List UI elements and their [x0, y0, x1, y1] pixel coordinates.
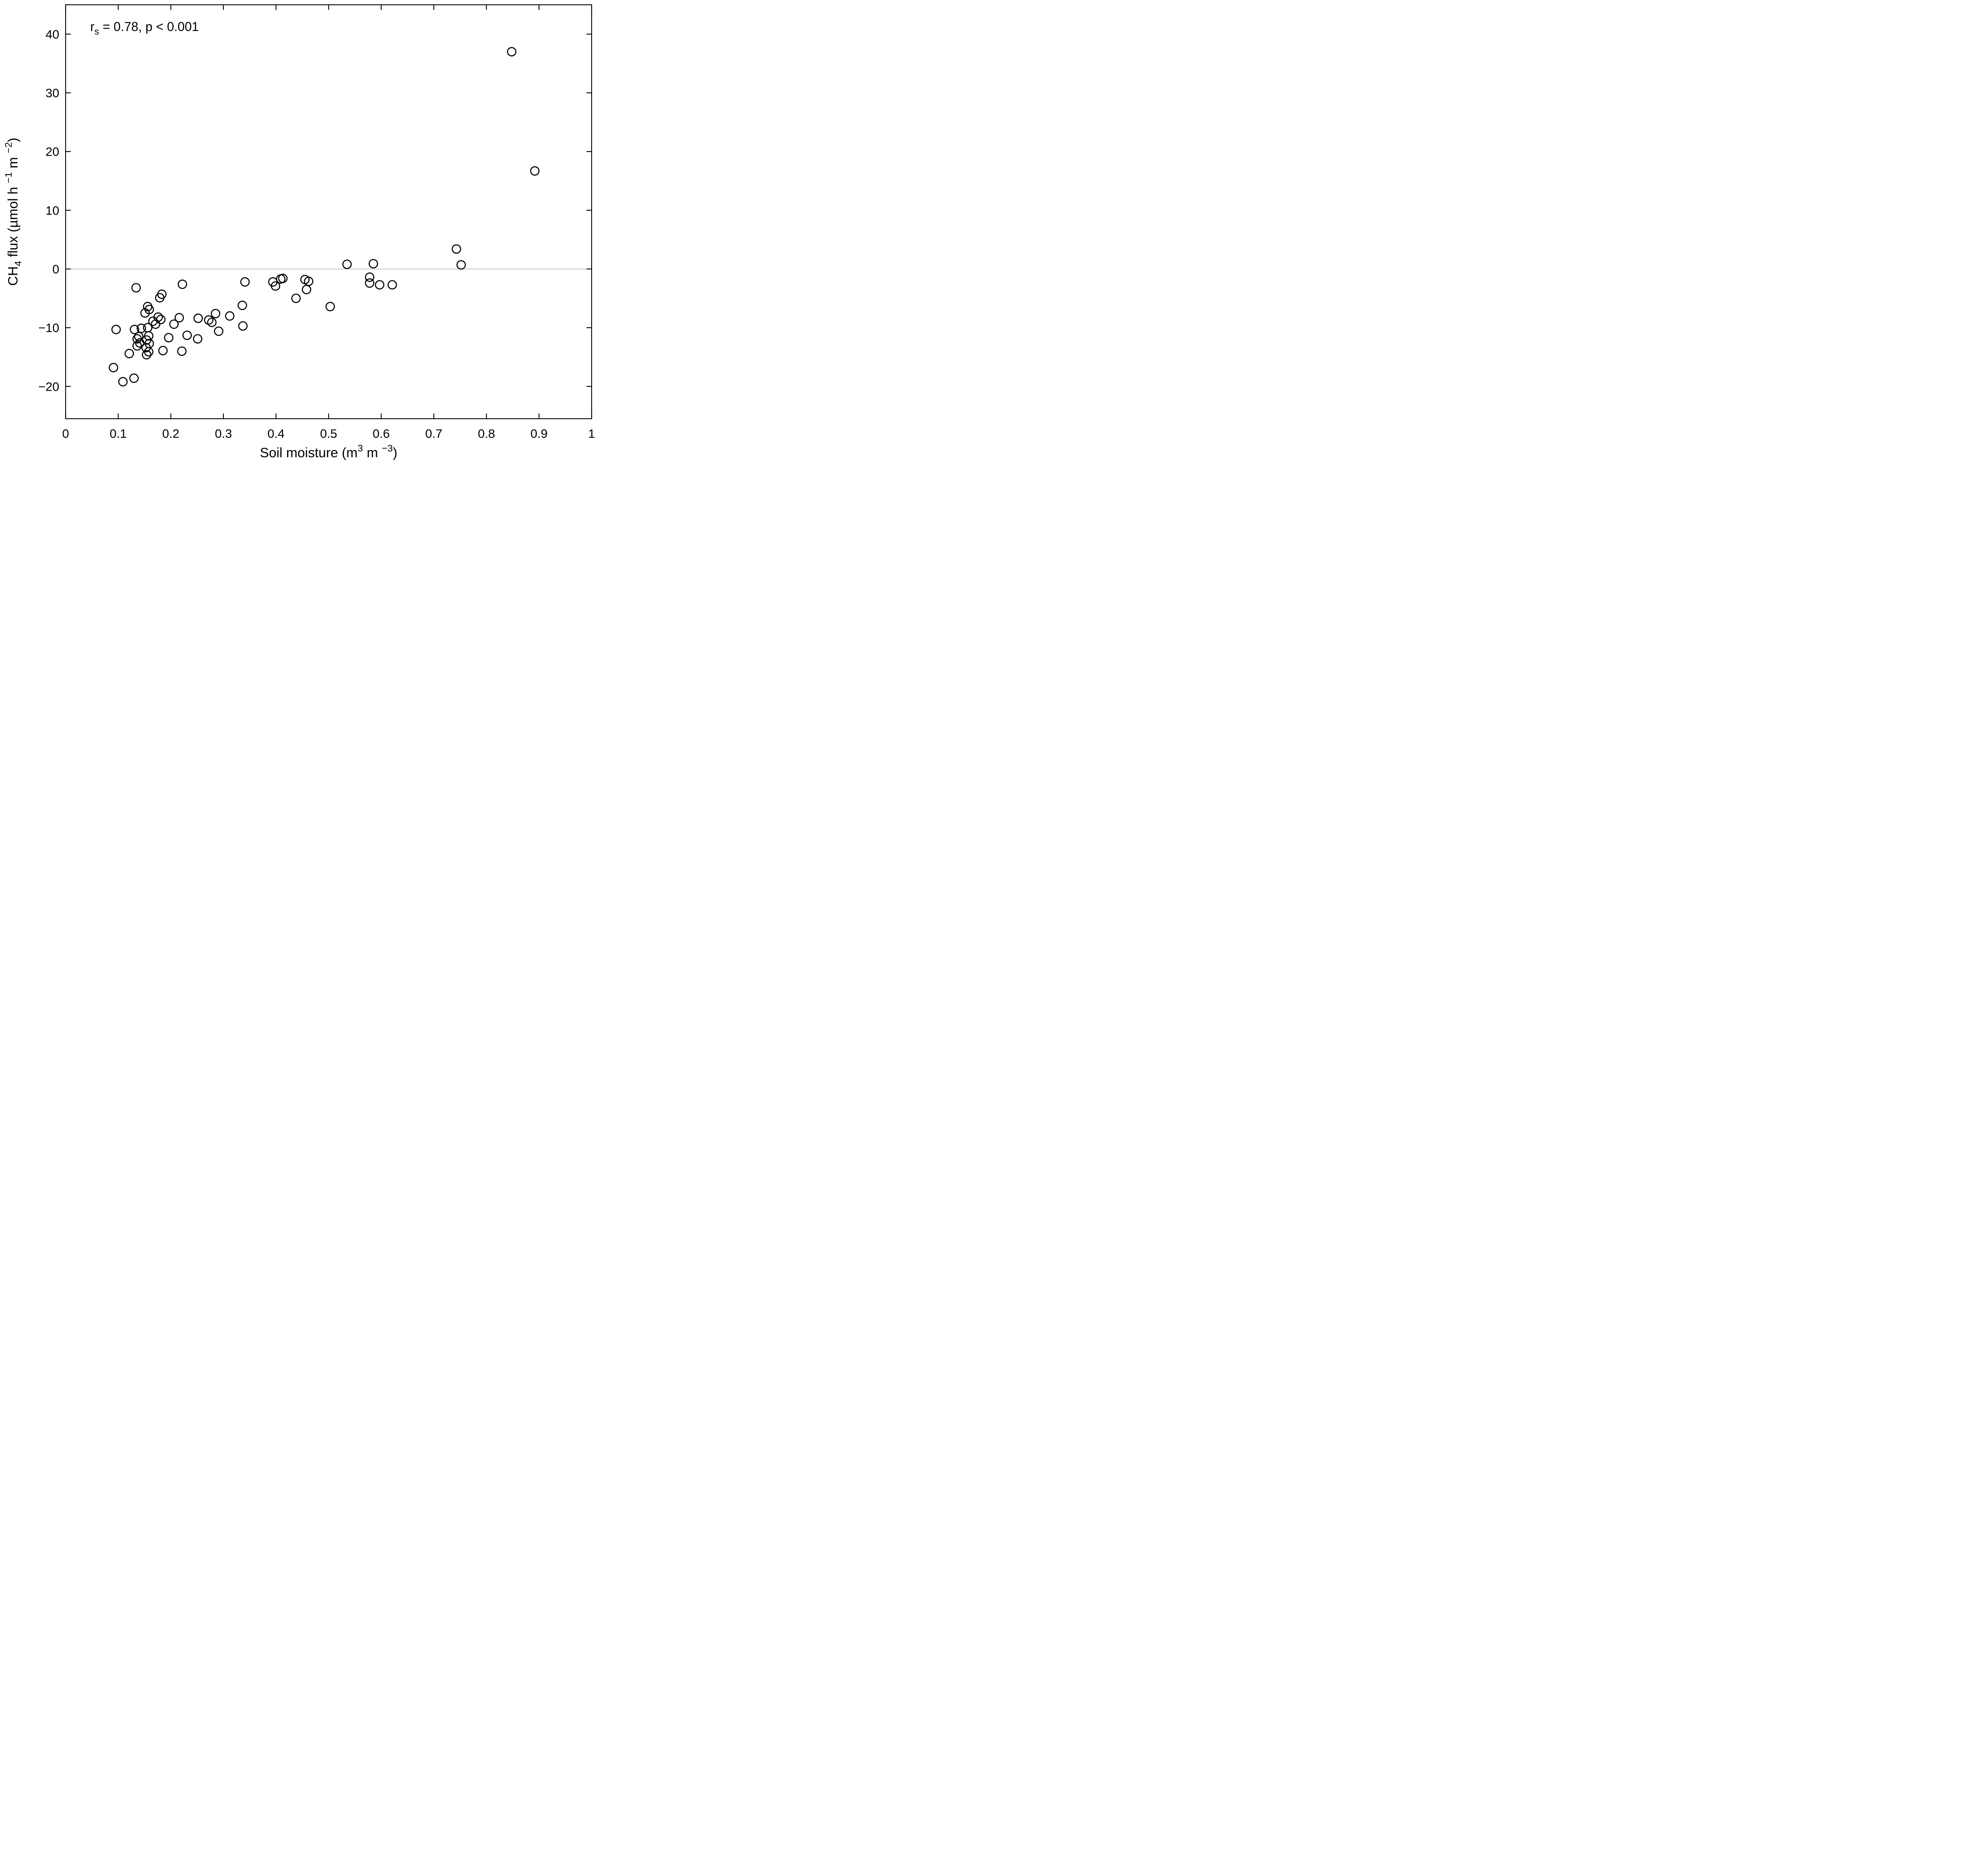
data-point — [211, 309, 220, 318]
data-point — [365, 272, 375, 282]
data-point — [144, 347, 153, 357]
data-point — [109, 363, 118, 373]
tick-labels-group: 0 0.1 0.2 0.3 0.4 0.5 0.6 0.7 0.8 0.9 1 −20 −10 0 10 20… — [38, 27, 595, 441]
annotation: rs = 0.78, p < 0.001 — [90, 19, 199, 37]
data-point — [158, 346, 168, 355]
x-tick-label: 1 — [588, 427, 594, 441]
data-point — [291, 293, 301, 303]
data-point — [342, 259, 352, 269]
chart: 0 0.1 0.2 0.3 0.4 0.5 0.6 0.7 0.8 0.9 1 −20 −10 0 10 20… — [4, 4, 595, 460]
data-point — [302, 285, 311, 294]
data-point — [164, 333, 174, 343]
x-axis-label: Soil moisture (m3 m −3) — [260, 443, 398, 460]
data-point — [182, 330, 192, 340]
x-tick-label: 0.8 — [478, 427, 495, 441]
data-point — [325, 302, 335, 311]
data-point — [155, 293, 165, 303]
y-tick-label: −10 — [38, 321, 59, 335]
data-point — [507, 47, 516, 56]
data-point — [118, 377, 128, 386]
data-point — [148, 317, 158, 326]
x-tick-label: 0.5 — [320, 427, 337, 441]
data-point — [271, 281, 280, 291]
y-axis-label: CH4 flux (µmol h −1 m −2) — [4, 138, 24, 285]
data-point — [204, 315, 214, 325]
data-point — [238, 321, 248, 331]
data-point — [130, 324, 140, 334]
data-point — [177, 346, 187, 356]
y-tick-label: −20 — [38, 380, 59, 394]
data-point — [225, 311, 235, 321]
x-tick-label: 0.4 — [268, 427, 285, 441]
figure: 0 0.1 0.2 0.3 0.4 0.5 0.6 0.7 0.8 0.9 1 −20 −10 0 10 20… — [0, 0, 595, 468]
x-tick-label: 0.1 — [110, 427, 127, 441]
data-point — [278, 274, 288, 283]
data-point — [214, 326, 223, 336]
data-point — [132, 341, 142, 351]
data-point — [207, 317, 217, 327]
y-tick-label: 40 — [46, 27, 59, 41]
data-point — [193, 313, 203, 323]
y-tick-label: 10 — [46, 204, 59, 218]
data-point — [530, 166, 540, 176]
data-point — [237, 301, 247, 310]
axes-box — [65, 4, 592, 419]
x-tick-label: 0.6 — [373, 427, 390, 441]
x-tick-label: 0.3 — [215, 427, 232, 441]
data-point — [142, 350, 151, 359]
data-point — [156, 315, 166, 324]
data-point — [387, 280, 397, 290]
data-point — [456, 260, 466, 270]
data-point — [131, 283, 141, 293]
x-tick-label: 0 — [62, 427, 69, 441]
data-point — [129, 373, 139, 383]
data-point — [369, 259, 378, 269]
y-tick-label: 0 — [52, 262, 59, 276]
data-point — [136, 323, 146, 333]
data-point — [151, 319, 161, 329]
points-group — [109, 47, 540, 386]
x-tick-label: 0.9 — [530, 427, 547, 441]
data-point — [111, 324, 121, 334]
data-point — [169, 319, 179, 329]
data-point — [140, 308, 150, 318]
data-point — [177, 280, 187, 289]
data-point — [452, 244, 461, 254]
data-point — [240, 277, 250, 287]
y-tick-label: 30 — [46, 86, 59, 100]
data-point — [174, 313, 184, 322]
data-point — [124, 349, 134, 358]
data-point — [375, 280, 384, 290]
data-point — [134, 332, 144, 342]
data-point — [193, 334, 202, 344]
axes-group — [65, 4, 592, 419]
x-tick-label: 0.7 — [425, 427, 443, 441]
data-point — [365, 278, 375, 288]
x-tick-label: 0.2 — [162, 427, 179, 441]
data-point — [135, 338, 145, 348]
y-tick-label: 20 — [46, 145, 59, 159]
